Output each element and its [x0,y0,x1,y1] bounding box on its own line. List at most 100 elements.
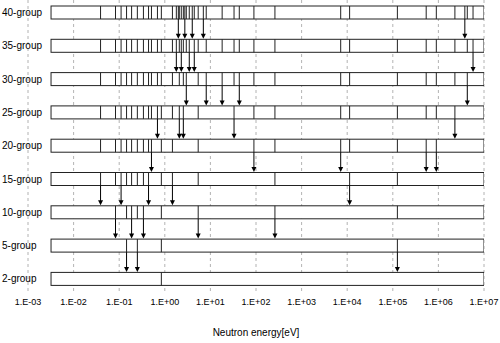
arrow-head [98,200,103,205]
arrow-shaft [464,19,465,35]
group-boundary [184,6,185,19]
arrow-head [465,100,470,105]
group-boundary [179,6,180,19]
group-boundary [186,6,187,19]
collapse-arrow [170,186,175,206]
group-boundary [137,139,138,152]
tick-label: 1.E+02 [242,297,271,307]
tick-label: 1.E-03 [15,297,42,307]
tick-label: 1.E+06 [424,297,453,307]
group-boundary [340,73,341,86]
group-boundary [467,73,468,86]
group-boundary [426,139,427,152]
arrow-shaft [222,86,223,102]
group-boundary [121,39,122,52]
group-boundary [454,106,455,119]
group-boundary [121,173,122,186]
arrow-head [129,234,134,239]
collapse-arrow [338,152,343,172]
group-boundary [198,73,199,86]
collapse-arrow [232,119,237,139]
arrow-head [434,167,439,172]
group-boundary [179,73,180,86]
group-boundary [234,6,235,19]
group-boundary [222,39,223,52]
group-boundary [151,139,152,152]
group-boundary [121,106,122,119]
row-label: 15-group [2,174,42,185]
arrow-shaft [206,86,207,102]
tick-label: 1.E+04 [333,297,362,307]
group-row [51,39,484,52]
group-boundary [186,39,187,52]
group-boundary [397,39,398,52]
group-boundary [178,6,179,19]
arrow-shaft [126,252,127,268]
group-boundary [397,73,398,86]
group-boundary [137,6,138,19]
arrow-head [347,200,352,205]
arrow-head [124,267,129,272]
arrow-shaft [198,219,199,235]
group-boundary [172,39,173,52]
group-boundary [253,73,254,86]
group-boundary [198,173,199,186]
arrow-head [232,134,237,139]
group-boundary [426,6,427,19]
collapse-arrow [129,219,134,239]
group-boundary [198,6,199,19]
arrow-shaft [203,19,204,35]
arrow-shaft [172,186,173,202]
group-boundary [143,6,144,19]
group-boundary [126,239,127,252]
group-boundary [151,6,152,19]
collapse-arrow [424,152,429,172]
group-boundary [206,73,207,86]
group-boundary [436,6,437,19]
collapse-arrow [347,186,352,206]
group-boundary [151,73,152,86]
collapse-arrow [141,219,146,239]
group-row [51,239,484,252]
group-boundary [161,39,162,52]
tick-label: 1.E-01 [106,297,133,307]
group-boundary [239,73,240,86]
group-boundary [100,39,101,52]
tick-label: 1.E+03 [287,297,316,307]
group-boundary [436,106,437,119]
arrow-shaft [194,52,195,68]
arrow-shaft [131,219,132,235]
axis-title: Neutron energy[eV] [213,327,300,338]
arrow-head [220,100,225,105]
diagram: 1.E-031.E-021.E-011.E+001.E+011.E+021.E+… [0,0,500,343]
group-boundary [148,173,149,186]
arrow-head [338,167,343,172]
arrow-head [113,234,118,239]
arrow-head [182,34,187,39]
group-row [51,173,484,186]
arrow-shaft [179,119,180,135]
collapse-arrow [135,252,140,272]
group-row [51,272,484,285]
arrow-shaft [473,52,474,68]
group-boundary [239,6,240,19]
group-boundary [436,73,437,86]
group-boundary [172,173,173,186]
arrow-shaft [349,186,350,202]
group-boundary [126,6,127,19]
group-boundary [274,106,275,119]
arrow-shaft [178,19,179,35]
collapse-arrow [149,152,154,172]
arrow-head [181,134,186,139]
collapse-arrow [119,186,124,206]
group-boundary [131,106,132,119]
arrow-head [471,67,476,72]
group-boundary [172,6,173,19]
group-boundary [179,39,180,52]
group-boundary [397,106,398,119]
group-boundary [473,6,474,19]
arrow-head [135,267,140,272]
arrow-shaft [426,152,427,168]
group-boundary [121,73,122,86]
collapse-arrow [452,119,457,139]
